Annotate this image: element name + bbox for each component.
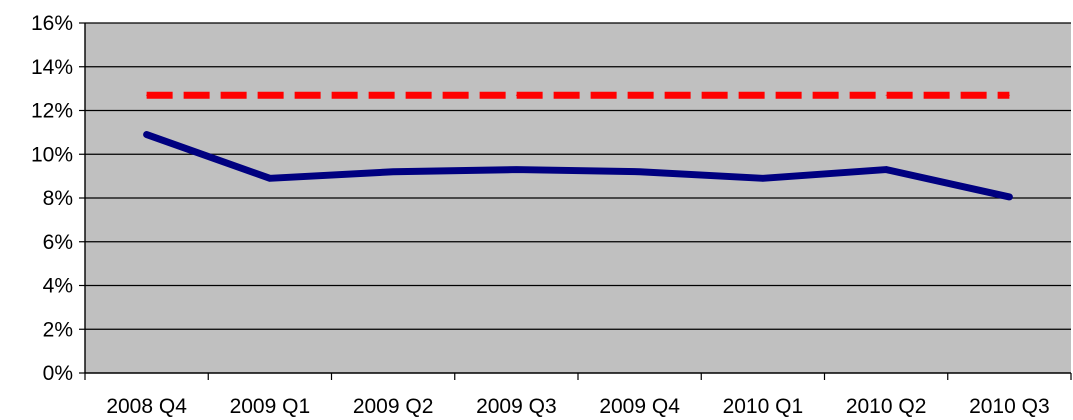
axes — [79, 22, 1072, 380]
series-1-point — [269, 94, 271, 96]
series-1-point — [762, 94, 764, 96]
y-tick-label: 8% — [43, 187, 73, 210]
y-tick-label: 2% — [43, 318, 73, 341]
series-0-point — [269, 177, 271, 179]
series-1-point — [146, 94, 148, 96]
series-1-point — [639, 94, 641, 96]
x-tick-label: 2009 Q1 — [230, 395, 311, 418]
x-tick-label: 2008 Q4 — [106, 395, 187, 418]
series-1-point — [515, 94, 517, 96]
series-0-point — [1008, 196, 1010, 198]
series-1-point — [392, 94, 394, 96]
x-axis-labels: 2008 Q4 2009 Q1 2009 Q2 2009 Q3 2009 Q4 2010 … — [106, 395, 1049, 418]
y-tick-label: 0% — [43, 362, 73, 385]
series-0-point — [762, 177, 764, 179]
x-tick-label: 2010 Q2 — [846, 395, 927, 418]
x-tick-label: 2010 Q3 — [969, 395, 1050, 418]
y-tick-label: 12% — [31, 100, 73, 123]
y-axis-labels: 0% 2% 4% 6% 8% 10% 12% 14% 16% — [31, 12, 73, 385]
series-0-point — [885, 169, 887, 171]
series-1-point — [885, 94, 887, 96]
series-0-point — [515, 169, 517, 171]
y-tick-label: 16% — [31, 12, 73, 35]
x-tick-label: 2009 Q4 — [599, 395, 680, 418]
series-line-0 — [143, 131, 1013, 201]
series-0-point — [146, 134, 148, 136]
y-tick-label: 14% — [31, 56, 73, 79]
series-layer — [143, 91, 1013, 201]
y-tick-label: 6% — [43, 231, 73, 254]
x-tick-label: 2009 Q2 — [353, 395, 434, 418]
series-1-point — [1008, 94, 1010, 96]
x-tick-label: 2009 Q3 — [476, 395, 557, 418]
x-tick-label: 2010 Q1 — [723, 395, 804, 418]
series-0-point — [639, 171, 641, 173]
y-tick-label: 10% — [31, 143, 73, 166]
gridlines — [85, 22, 1071, 330]
series-0-point — [392, 171, 394, 173]
y-tick-label: 4% — [43, 275, 73, 298]
